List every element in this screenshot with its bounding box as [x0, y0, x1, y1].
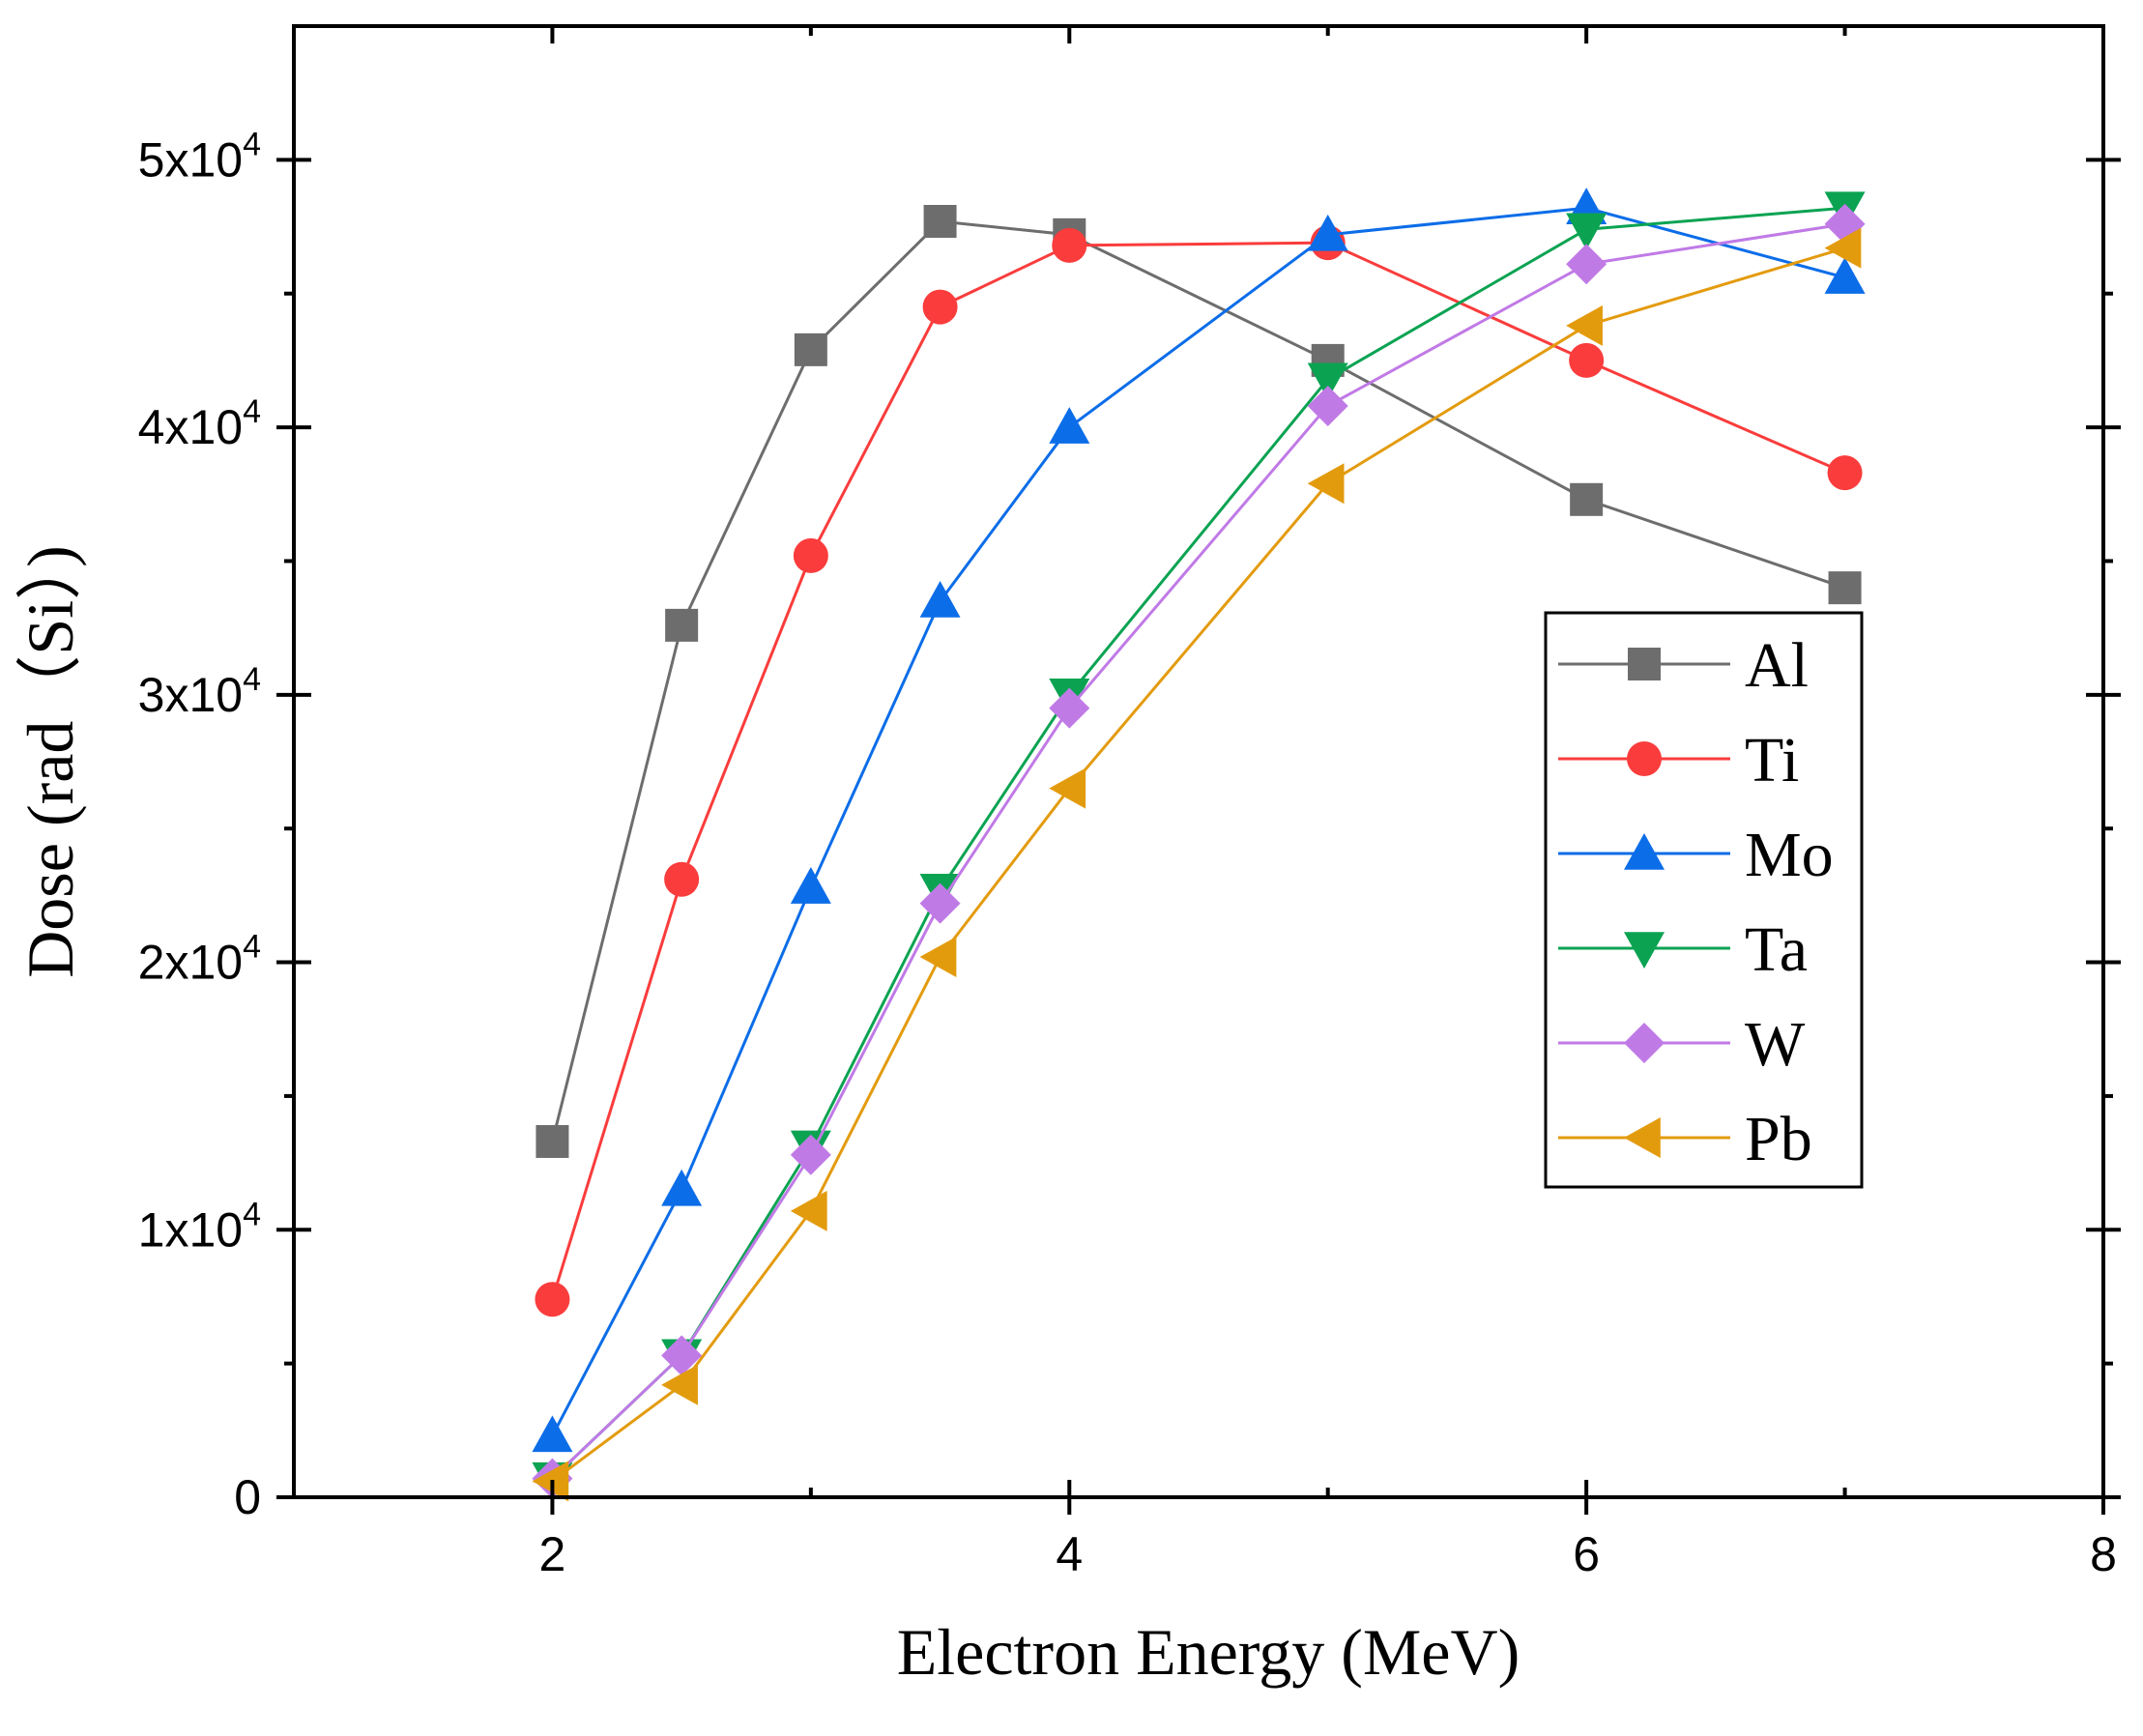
legend-item-w: W: [1558, 1009, 1806, 1080]
legend-label-mo: Mo: [1745, 820, 1834, 890]
data-point-w: [919, 882, 961, 924]
data-point-w: [661, 1335, 703, 1376]
data-point-ti: [793, 537, 828, 573]
data-point-mo: [919, 580, 961, 618]
legend: Al Ti Mo Ta W Pb: [1544, 611, 1864, 1189]
data-point-pb: [1307, 463, 1345, 505]
data-point-ta: [1566, 213, 1607, 250]
data-point-pb: [1049, 767, 1086, 809]
data-point-al: [1570, 482, 1604, 516]
data-point-pb: [1824, 227, 1862, 269]
legend-label-al: Al: [1745, 630, 1809, 701]
data-point-ta: [1307, 362, 1348, 400]
series-line-mo: [551, 206, 1845, 1437]
legend-marker-ti: [1627, 741, 1662, 776]
data-point-ti: [922, 289, 958, 325]
data-point-w: [1566, 244, 1607, 285]
y-tick-label: 0: [234, 1470, 261, 1524]
data-point-w: [1049, 687, 1090, 729]
data-point-w: [790, 1134, 831, 1175]
data-point-pb: [919, 937, 957, 978]
data-point-pb: [532, 1461, 569, 1502]
data-point-pb: [790, 1190, 827, 1231]
legend-item-ti: Ti: [1558, 725, 1799, 796]
legend-item-mo: Mo: [1558, 820, 1834, 890]
series-al: [536, 205, 1862, 1158]
data-point-ti: [1052, 227, 1087, 263]
legend-label-pb: Pb: [1745, 1104, 1812, 1174]
legend-marker-pb: [1624, 1117, 1661, 1158]
series-layer: [532, 188, 1866, 1502]
x-axis-title: Electron Energy (MeV): [897, 1615, 1520, 1689]
plot-frame: [292, 24, 2105, 1499]
data-point-mo: [1824, 257, 1866, 294]
y-tick-label: 3x104: [138, 661, 261, 722]
data-point-al: [536, 1124, 569, 1158]
y-tick-label: 1x104: [138, 1196, 261, 1257]
data-point-pb: [1566, 304, 1603, 346]
series-line-al: [550, 219, 1846, 1143]
series-w: [532, 203, 1866, 1499]
x-tick-label: 4: [1056, 1527, 1083, 1581]
series-line-ti: [550, 241, 1846, 1300]
data-point-ti: [1569, 342, 1605, 378]
legend-item-pb: Pb: [1558, 1104, 1812, 1174]
legend-label-ta: Ta: [1745, 914, 1808, 985]
x-tick-label: 8: [2090, 1527, 2117, 1581]
legend-marker-mo: [1624, 833, 1665, 870]
data-point-al: [794, 333, 827, 366]
data-point-ti: [664, 861, 700, 897]
x-tick-label: 2: [539, 1527, 566, 1581]
y-tick-label: 4x104: [138, 393, 261, 454]
x-tick-label: 6: [1573, 1527, 1600, 1581]
data-point-mo: [1049, 407, 1090, 444]
series-line-w: [551, 222, 1845, 1480]
axis-layer: 2 4 6 8 0 1x104 2x104 3x104 4x104 5x104: [138, 26, 2121, 1581]
y-axis-title: Dose (rad（Si）): [14, 545, 87, 978]
y-tick-label: 2x104: [138, 929, 261, 990]
series-line-pb: [551, 246, 1846, 1483]
series-mo: [532, 188, 1866, 1453]
data-point-al: [923, 205, 957, 239]
data-point-mo: [661, 1169, 703, 1206]
legend-box: [1544, 611, 1864, 1189]
legend-label-w: W: [1745, 1009, 1806, 1080]
data-point-al: [1828, 571, 1862, 605]
data-point-mo: [1307, 214, 1348, 251]
data-point-al: [665, 608, 699, 642]
series-pb: [532, 227, 1862, 1502]
legend-item-al: Al: [1558, 630, 1809, 701]
data-point-mo: [532, 1415, 573, 1453]
data-point-mo: [790, 867, 831, 904]
data-point-w: [1307, 385, 1348, 426]
data-point-ti: [1827, 455, 1863, 491]
legend-marker-ta: [1624, 932, 1665, 969]
data-point-ti: [535, 1282, 570, 1317]
y-tick-label: 5x104: [138, 126, 261, 187]
legend-item-ta: Ta: [1558, 914, 1808, 985]
legend-label-ti: Ti: [1745, 725, 1799, 796]
legend-marker-al: [1628, 648, 1661, 680]
legend-marker-w: [1624, 1023, 1665, 1063]
data-point-pb: [661, 1364, 698, 1405]
